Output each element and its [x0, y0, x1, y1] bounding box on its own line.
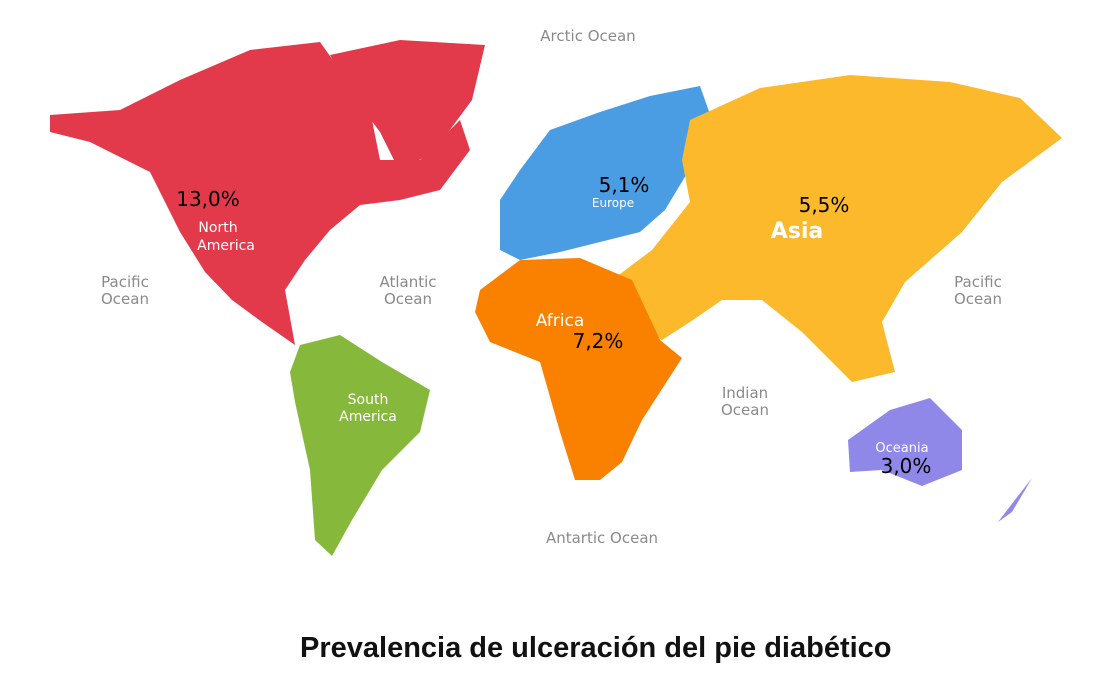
value-europe: 5,1% — [599, 173, 650, 197]
value-asia: 5,5% — [799, 193, 850, 217]
label-pacific-east-1: Pacific — [954, 273, 1002, 291]
label-pacific-east-2: Ocean — [954, 290, 1002, 308]
region-north-america — [50, 42, 470, 345]
label-north-america-1: North — [198, 220, 237, 236]
region-europe — [500, 86, 712, 260]
label-north-america-2: America — [197, 238, 255, 254]
label-asia: Asia — [771, 219, 824, 244]
value-north-america: 13,0% — [176, 187, 240, 211]
world-map: Arctic Ocean Pacific Ocean Atlantic Ocea… — [50, 27, 1062, 556]
label-indian-1: Indian — [722, 384, 768, 402]
label-oceania: Oceania — [875, 441, 928, 456]
region-south-america — [290, 335, 430, 556]
region-greenland — [330, 40, 485, 172]
label-indian-2: Ocean — [721, 401, 769, 419]
label-south-america-1: South — [348, 392, 389, 408]
label-pacific-west-1: Pacific — [101, 273, 149, 291]
label-pacific-west-2: Ocean — [101, 290, 149, 308]
label-atlantic-1: Atlantic — [379, 273, 436, 291]
label-africa: Africa — [536, 311, 585, 331]
region-africa — [475, 258, 682, 480]
region-oceania — [848, 398, 962, 486]
label-arctic-ocean: Arctic Ocean — [540, 27, 635, 45]
label-south-america-2: America — [339, 409, 397, 425]
region-new-zealand — [998, 478, 1032, 522]
map-title: Prevalencia de ulceración del pie diabét… — [300, 632, 892, 664]
region-asia — [612, 75, 1062, 382]
label-atlantic-2: Ocean — [384, 290, 432, 308]
value-africa: 7,2% — [573, 329, 624, 353]
label-europe: Europe — [592, 196, 634, 210]
value-oceania: 3,0% — [881, 454, 932, 478]
label-antarctic-ocean: Antartic Ocean — [546, 529, 658, 547]
